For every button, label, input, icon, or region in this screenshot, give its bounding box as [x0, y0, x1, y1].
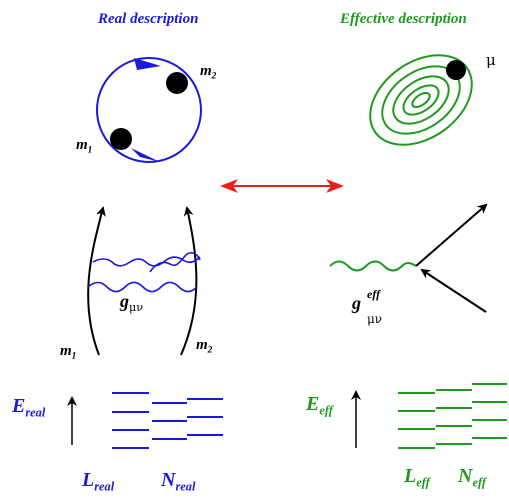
subscript-munu: μν — [129, 300, 144, 314]
subscript-eff: eff — [319, 403, 333, 418]
label-n-eff: Neff — [458, 466, 486, 489]
equivalence-arrow — [220, 179, 344, 193]
n-symbol: N — [458, 465, 473, 487]
n-symbol: N — [161, 469, 176, 491]
label-g-eff: g — [352, 294, 361, 312]
mass-m1 — [110, 128, 132, 150]
graviton-eff — [329, 260, 417, 272]
graviton-lines — [87, 251, 201, 293]
m-symbol: m — [196, 337, 208, 353]
title-effective: Effective description — [340, 11, 467, 27]
subscript-real: real — [25, 405, 46, 420]
label-g-eff-sup: eff — [367, 287, 381, 301]
mass-m2 — [166, 72, 188, 94]
label-l-real: Lreal — [82, 470, 114, 493]
label-e-eff: Eeff — [306, 394, 333, 417]
label-m2-orbit: m2 — [200, 64, 216, 82]
label-mu: μ — [486, 51, 496, 69]
subscript-2: 2 — [211, 71, 217, 82]
mass-mu — [446, 60, 466, 80]
effective-ellipses — [369, 54, 473, 146]
label-g-eff-sub: μν — [367, 312, 383, 326]
orbit-arrow-top — [134, 58, 161, 70]
label-e-real: Ereal — [12, 396, 45, 419]
subscript-1: 1 — [87, 145, 93, 156]
worldline-m1 — [87, 206, 106, 356]
real-energy-levels — [112, 392, 223, 449]
worldline-m2 — [180, 206, 198, 356]
l-symbol: L — [404, 465, 417, 487]
e-symbol: E — [306, 393, 320, 415]
orbit-arrow-bottom — [131, 148, 160, 162]
subscript-eff: eff — [416, 475, 430, 490]
real-orbit — [96, 57, 202, 163]
subscript-real: real — [175, 479, 196, 494]
m-symbol: m — [60, 343, 72, 359]
e-symbol: E — [12, 395, 26, 417]
m-symbol: m — [200, 63, 212, 79]
label-n-real: Nreal — [161, 470, 195, 493]
label-m2-worldline: m2 — [196, 338, 212, 356]
m-symbol: m — [76, 137, 88, 153]
subscript-eff: eff — [472, 475, 486, 490]
label-g-munu: gμν — [120, 292, 143, 313]
g-symbol: g — [120, 291, 129, 311]
label-m1-orbit: m1 — [76, 138, 92, 156]
l-symbol: L — [82, 469, 95, 491]
subscript-real: real — [94, 479, 115, 494]
subscript-2: 2 — [207, 345, 213, 356]
subscript-1: 1 — [71, 351, 77, 362]
eff-energy-levels — [398, 383, 507, 449]
label-m1-worldline: m1 — [60, 344, 76, 362]
real-worldlines — [87, 206, 198, 356]
g-symbol: g — [352, 293, 361, 313]
effective-vertex — [329, 203, 488, 313]
label-l-eff: Leff — [404, 466, 430, 489]
title-real: Real description — [98, 11, 199, 27]
